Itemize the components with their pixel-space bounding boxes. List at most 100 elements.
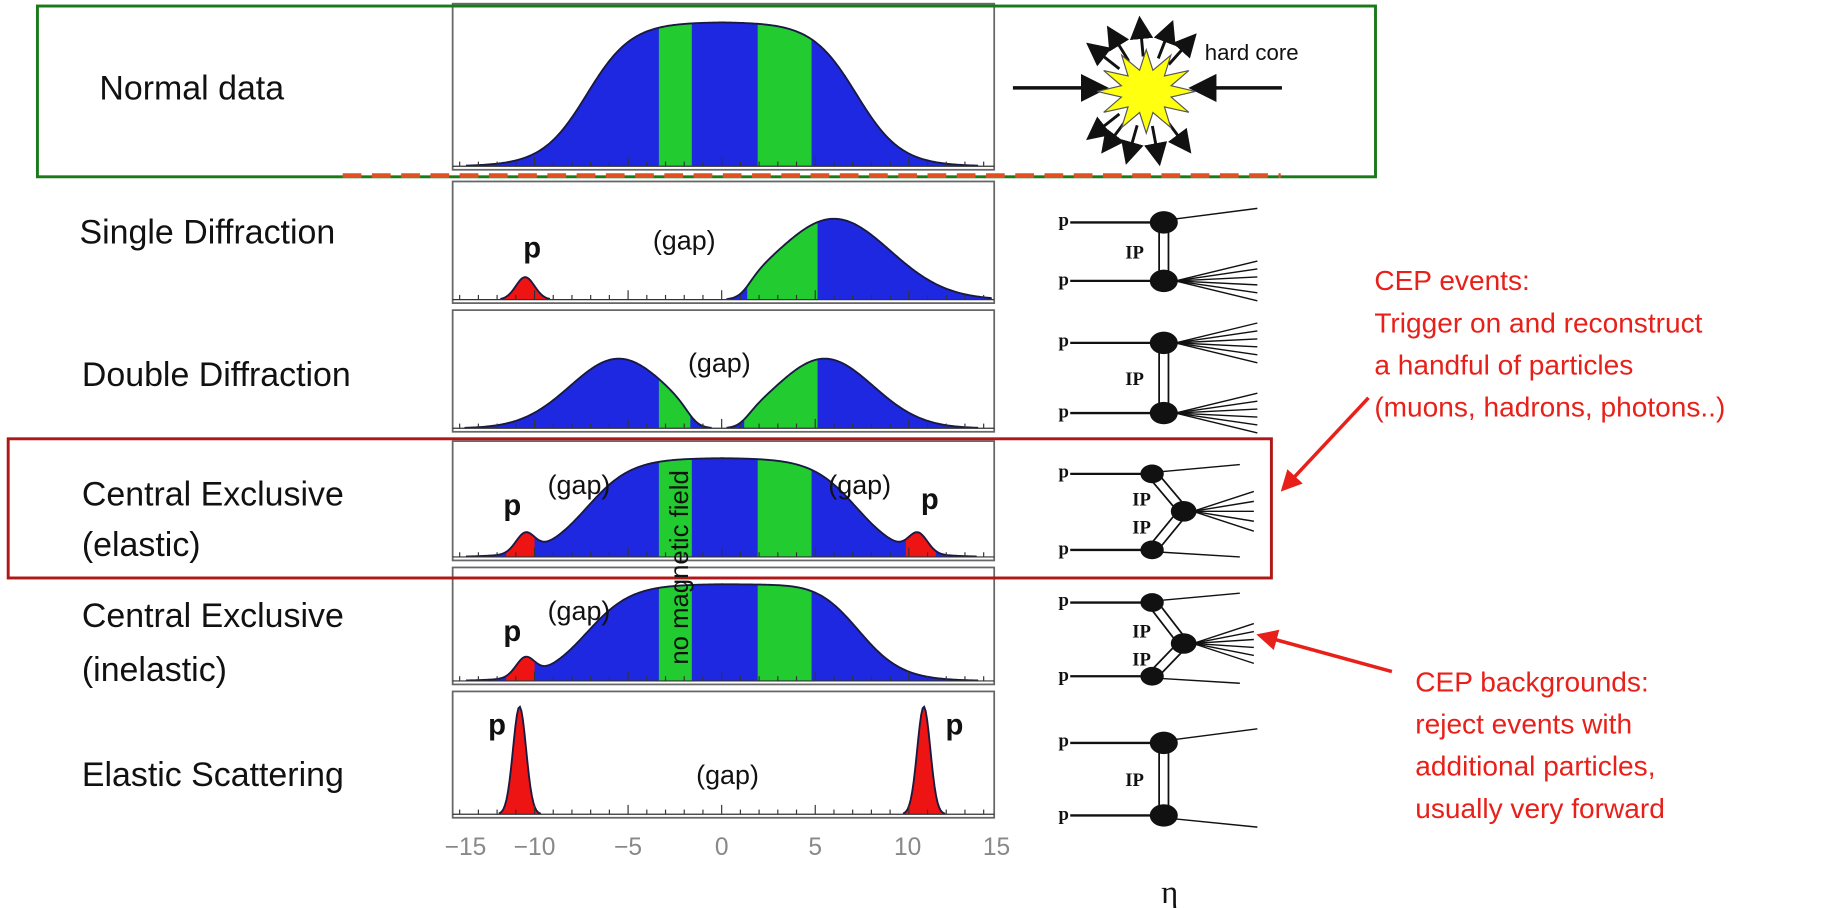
callout-text: CEP events: (1374, 265, 1529, 296)
blob (1140, 540, 1164, 560)
diagram-line (1175, 818, 1258, 828)
proton-label: p (523, 232, 541, 264)
diagram-label: p (1059, 590, 1069, 611)
distribution-outline (500, 217, 992, 300)
ray (1106, 25, 1130, 62)
diagram-line (1175, 260, 1258, 282)
ray (1144, 125, 1168, 167)
diagram-line (1175, 338, 1258, 344)
axis-tick-label: −15 (445, 834, 487, 861)
diagram-line (1175, 342, 1258, 364)
gap-label: (gap) (653, 225, 716, 255)
distribution-fill (757, 458, 813, 558)
diagram-label: IP (1132, 622, 1151, 643)
diagram-line (1162, 592, 1240, 601)
diagram-line (1175, 207, 1258, 220)
blob (1170, 501, 1197, 522)
diagram-line (1175, 412, 1258, 426)
axis-tick-label: −5 (614, 834, 642, 861)
row-label: Normal data (99, 70, 284, 108)
hard-core-icon: hard core (1012, 15, 1299, 167)
ray (1086, 112, 1121, 141)
distribution-outline (464, 357, 979, 429)
gap-label: (gap) (688, 348, 751, 378)
diagram-label: p (1059, 461, 1069, 482)
distribution-fill (757, 584, 813, 682)
distribution-fill (757, 23, 813, 167)
diagram-line (1192, 500, 1254, 513)
diagram-line (1192, 630, 1254, 645)
proton-label: p (503, 490, 521, 522)
distribution-outline (466, 21, 979, 167)
gap-label: (gap) (828, 470, 891, 500)
proton-label: p (488, 710, 506, 742)
axis-tick-label: 0 (715, 834, 729, 861)
proton-label: p (503, 616, 521, 648)
distribution-fill (691, 457, 759, 558)
diagram-line (1175, 342, 1258, 356)
distribution-outline (466, 457, 977, 558)
diagram-line (1192, 642, 1254, 657)
diagram-label: p (1059, 539, 1069, 560)
diagram-line (1175, 412, 1258, 418)
blob (1170, 633, 1197, 654)
diagram-label: p (1059, 210, 1069, 231)
highlight-box (6, 437, 1273, 580)
blob (1149, 211, 1178, 234)
ray (1153, 20, 1176, 59)
callout-arrow (1256, 629, 1393, 674)
diagram-label: p (1059, 402, 1069, 423)
diagram-line (1162, 677, 1240, 684)
diagram-line (1192, 638, 1254, 645)
blob (1149, 331, 1178, 355)
diagram-line (1192, 622, 1255, 645)
diagram-line (1175, 268, 1258, 282)
gap-label: (gap) (548, 470, 611, 500)
diagram-line (1175, 330, 1258, 344)
diagram-line (1175, 412, 1258, 434)
diagram-label: p (1059, 730, 1069, 751)
diagram-line (1175, 728, 1258, 741)
histograms (451, 2, 996, 819)
row-label: Central Exclusive (82, 475, 344, 513)
diagram-label: p (1059, 665, 1069, 686)
diagram-label: p (1059, 270, 1069, 291)
blob (1140, 593, 1164, 612)
gap-label: (gap) (548, 596, 611, 626)
callout-text: (muons, hadrons, photons..) (1374, 392, 1725, 423)
callout-text: additional particles, (1415, 751, 1655, 782)
diagram-line (1175, 280, 1258, 302)
row-label: (elastic) (82, 526, 201, 564)
diagram-line (1175, 400, 1258, 414)
feynman-diagrams (1070, 207, 1258, 828)
vertical-label: no magnetic field (666, 470, 694, 664)
blob (1149, 269, 1178, 293)
hard-core-label: hard core (1205, 40, 1299, 65)
proton-label: p (945, 710, 963, 742)
diagram-label: IP (1132, 518, 1151, 539)
callout-arrow (1280, 396, 1370, 492)
callout-text: Trigger on and reconstruct (1374, 307, 1702, 338)
gap-label: (gap) (696, 760, 759, 790)
axis-tick-label: 5 (808, 834, 822, 861)
diagram-label: IP (1125, 369, 1144, 390)
diagram-label: p (1059, 330, 1069, 351)
ray (1086, 42, 1121, 71)
diagram-label: IP (1125, 770, 1144, 791)
diagram-label: IP (1132, 650, 1151, 671)
diagram-line (1175, 280, 1258, 286)
axis-tick-label: 10 (894, 834, 921, 861)
diagram-line (1192, 510, 1255, 532)
diagram-line (1162, 463, 1240, 473)
callout-text: a handful of particles (1374, 349, 1633, 380)
diagram-line (1175, 408, 1258, 414)
blob (1140, 666, 1164, 686)
diagram-label: IP (1132, 489, 1151, 510)
diagram-label: p (1059, 804, 1069, 825)
blob (1149, 804, 1178, 827)
proton-label: p (921, 484, 939, 516)
blob (1149, 401, 1178, 425)
diagram-line (1192, 510, 1254, 522)
diagram-line (1192, 490, 1255, 512)
